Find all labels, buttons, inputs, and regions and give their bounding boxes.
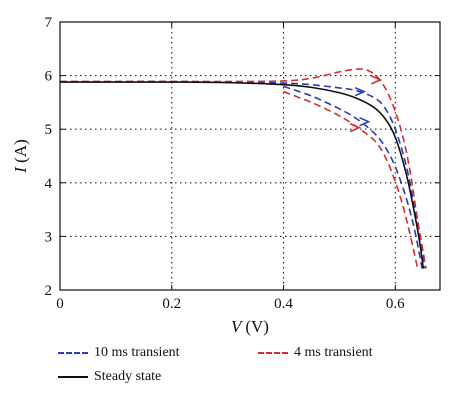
axis-unit: (V) xyxy=(245,317,269,336)
grid-lines xyxy=(60,22,440,290)
x-tick-label-1: 0.2 xyxy=(162,296,181,312)
y-tick-label-2: 4 xyxy=(45,176,53,192)
x-axis-label: V (V) xyxy=(231,317,269,336)
plot-frame xyxy=(59,21,441,291)
series-10-ms-transient-branch-0 xyxy=(60,80,426,269)
direction-arrow-3 xyxy=(349,122,362,133)
y-tick-label-1: 3 xyxy=(45,229,53,245)
series-layer xyxy=(59,68,427,269)
direction-arrow-1 xyxy=(359,116,371,127)
x-tick-label-0: 0 xyxy=(56,296,64,312)
y-tick-label-5: 7 xyxy=(45,15,53,31)
axis-variable: I xyxy=(11,163,30,174)
y-tick-label-3: 5 xyxy=(45,122,53,138)
x-tick-label-2: 0.4 xyxy=(274,296,293,312)
axis-variable: V xyxy=(231,317,245,336)
direction-arrows xyxy=(349,75,383,133)
series-4-ms-transient-branch-0 xyxy=(60,68,427,269)
y-tick-label-0: 2 xyxy=(45,283,53,299)
y-tick-label-4: 6 xyxy=(45,69,53,85)
axis-unit: (A) xyxy=(11,139,30,163)
series-4-ms-transient-branch-1 xyxy=(283,90,419,269)
axis-ticks: 0 0.2 0.4 0.6 2 3 4 5 6 7 xyxy=(45,15,440,312)
y-axis-label: I (A) xyxy=(11,139,30,174)
series-steady-state-branch-0 xyxy=(59,81,425,269)
direction-arrow-0 xyxy=(354,86,367,97)
x-tick-label-3: 0.6 xyxy=(386,296,405,312)
series-10-ms-transient-branch-1 xyxy=(283,85,423,269)
direction-arrow-2 xyxy=(370,75,383,85)
